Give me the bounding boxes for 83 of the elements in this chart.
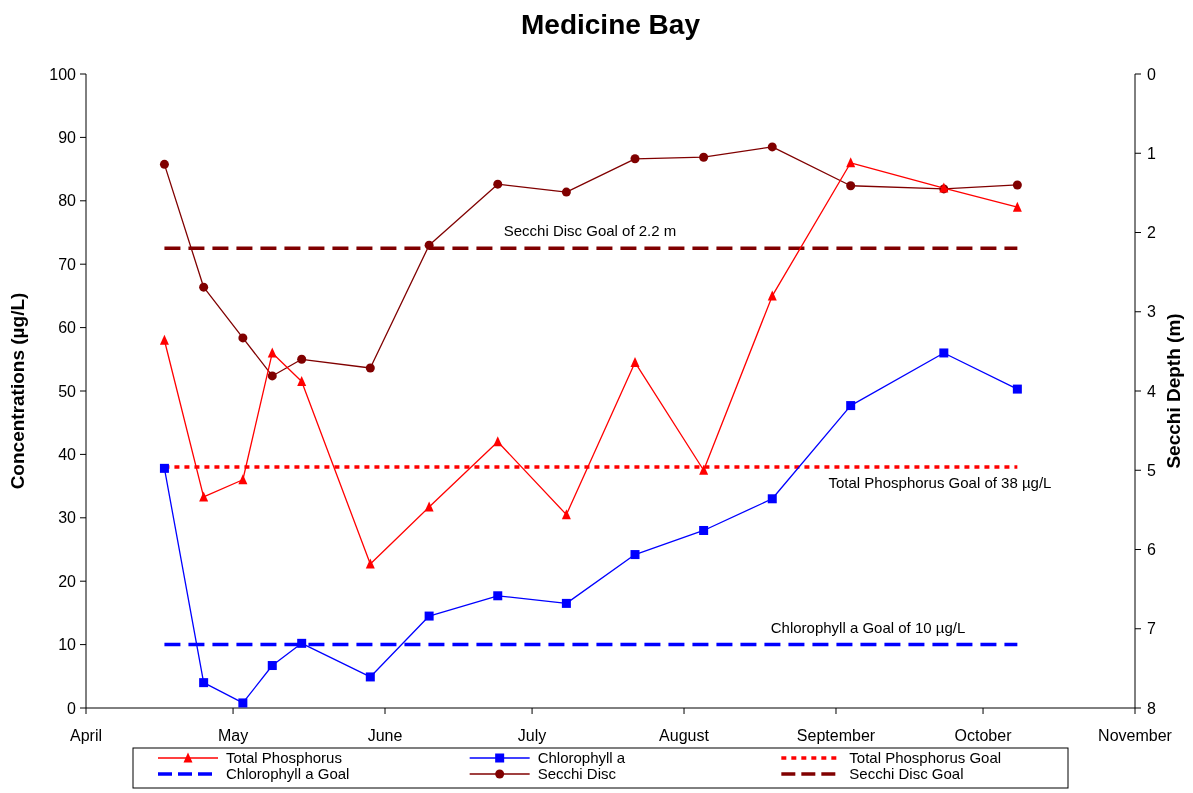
point — [159, 159, 169, 169]
y2-tick-label: 3 — [1147, 303, 1156, 321]
x-tick-label: October — [954, 727, 1013, 744]
point — [493, 179, 503, 189]
point — [199, 491, 209, 502]
point — [767, 494, 777, 504]
annotation: Total Phosphorus Goal of 38 µg/L — [828, 474, 1052, 491]
point — [159, 463, 169, 473]
point — [297, 375, 307, 386]
annotation: Secchi Disc Goal of 2.2 m — [503, 222, 677, 239]
y-tick-label: 80 — [58, 192, 77, 210]
point — [238, 698, 248, 708]
y-tick-label: 50 — [58, 382, 77, 400]
point — [939, 348, 949, 358]
x-tick-label: July — [517, 727, 547, 744]
legend-label: Chlorophyll a Goal — [226, 765, 350, 783]
point — [199, 678, 209, 688]
point — [267, 661, 277, 671]
point — [699, 464, 709, 475]
point — [199, 282, 209, 292]
point — [767, 290, 777, 301]
point — [424, 611, 434, 621]
point — [424, 240, 434, 250]
y-tick-label: 0 — [67, 699, 77, 717]
point — [630, 550, 640, 560]
x-tick-label: September — [796, 727, 876, 744]
x-tick-label: May — [217, 727, 249, 744]
point — [365, 672, 375, 682]
point — [561, 187, 571, 197]
y-tick-label: 30 — [58, 509, 77, 527]
point — [1012, 180, 1022, 190]
y2-tick-label: 0 — [1147, 65, 1156, 83]
point — [561, 598, 571, 608]
y-tick-label: 40 — [58, 446, 77, 463]
point — [424, 501, 434, 512]
point — [630, 356, 640, 367]
point — [493, 591, 503, 601]
legend-label: Secchi Disc — [537, 765, 617, 783]
legend-label: Total Phosphorus Goal — [849, 749, 1002, 767]
point — [561, 509, 571, 520]
y2-tick-label: 7 — [1147, 620, 1156, 638]
x-tick-label: June — [367, 727, 403, 744]
legend-label: Total Phosphorus — [226, 749, 342, 767]
point — [846, 181, 856, 191]
point — [267, 347, 277, 358]
y-axis-title: Concentrations (µg/L) — [7, 292, 28, 490]
y2-tick-label: 8 — [1147, 699, 1156, 717]
point — [238, 333, 248, 343]
legend-label: Secchi Disc Goal — [849, 765, 964, 783]
point — [630, 154, 640, 164]
point — [846, 157, 856, 168]
point — [297, 354, 307, 364]
y2-tick-label: 4 — [1147, 382, 1156, 400]
y2-tick-label: 1 — [1147, 144, 1156, 162]
y2-tick-label: 2 — [1147, 224, 1156, 242]
point — [267, 371, 277, 381]
point — [159, 334, 169, 345]
y2-tick-label: 5 — [1147, 461, 1156, 479]
point — [238, 474, 248, 485]
y2-tick-label: 6 — [1147, 541, 1156, 559]
point — [767, 142, 777, 152]
point — [365, 558, 375, 569]
point — [699, 152, 709, 162]
y-tick-label: 20 — [58, 572, 77, 590]
point — [297, 638, 307, 648]
x-tick-label: November — [1098, 727, 1173, 744]
point — [493, 436, 503, 447]
y-tick-label: 70 — [58, 255, 77, 273]
y-tick-label: 60 — [58, 319, 77, 337]
chart-title: Medicine Bay — [521, 9, 701, 40]
y-tick-label: 100 — [49, 65, 77, 83]
annotation: Chlorophyll a Goal of 10 µg/L — [770, 619, 966, 636]
point — [1012, 201, 1022, 212]
y-tick-label: 10 — [58, 636, 77, 654]
point — [1012, 384, 1022, 394]
legend-label: Chlorophyll a — [537, 749, 626, 767]
point — [699, 525, 709, 535]
point — [846, 401, 856, 411]
y2-axis-title: Secchi Depth (m) — [1163, 313, 1184, 469]
x-tick-label: August — [659, 727, 710, 744]
y-tick-label: 90 — [58, 129, 77, 146]
point — [365, 363, 375, 373]
x-tick-label: April — [69, 727, 103, 744]
